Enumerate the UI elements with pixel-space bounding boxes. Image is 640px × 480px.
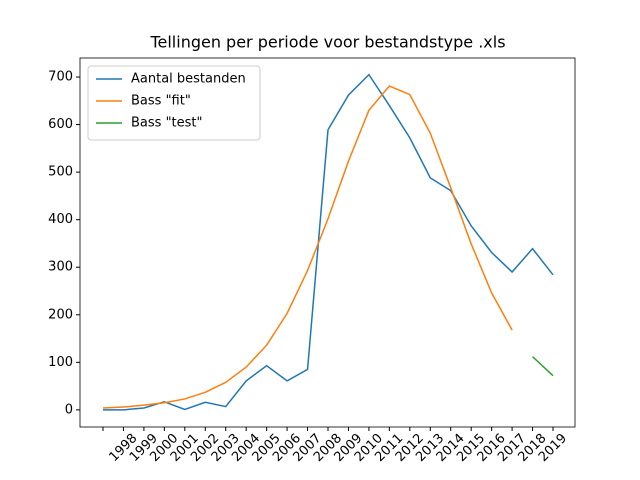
y-tick-label: 500 [48,165,73,180]
legend-label: Bass "test" [131,116,203,131]
series-line [532,356,554,377]
chart-title: Tellingen per periode voor bestandstype … [149,33,505,52]
series-line [103,73,554,411]
legend-box [87,65,261,141]
plot-frame [79,57,576,428]
y-tick-label: 400 [48,212,73,227]
y-tick-label: 100 [48,355,73,370]
legend: Aantal bestanden Bass "fit" Bass "test" [87,65,261,141]
y-tick-label: 200 [48,307,73,322]
y-tick-label: 700 [48,70,73,85]
y-tick-label: 300 [48,260,73,275]
legend-label: Aantal bestanden [131,72,246,87]
series-line [102,85,513,409]
y-tick-label: 600 [48,117,73,132]
y-tick-label: 0 [65,402,73,417]
legend-label: Bass "fit" [131,94,191,109]
